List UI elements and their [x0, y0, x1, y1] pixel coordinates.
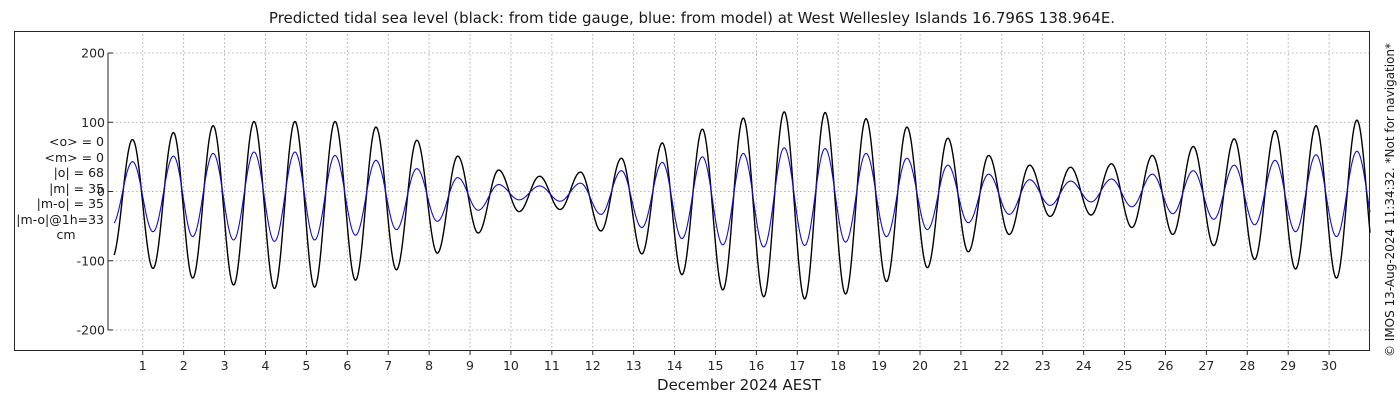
x-tick-label: 29 — [1280, 358, 1296, 373]
tide-gauge-series-line — [113, 111, 1371, 300]
x-tick-label: 7 — [384, 358, 392, 373]
x-tick-label: 14 — [667, 358, 683, 373]
x-axis-label: December 2024 AEST — [657, 376, 821, 394]
stat-abs-difference-1h: |m-o|@1h=33 — [16, 211, 104, 227]
x-tick-label: 19 — [871, 358, 887, 373]
y-tick-label: -100 — [77, 253, 105, 268]
x-tick-label: 26 — [1158, 358, 1174, 373]
y-tick-label: -200 — [77, 323, 105, 338]
stat-abs-difference: |m-o| = 35 — [36, 196, 104, 211]
x-tick-label: 5 — [302, 358, 310, 373]
x-tick-label: 8 — [425, 358, 433, 373]
stat-abs-observed: |o| = 68 — [53, 165, 104, 180]
stat-abs-model: |m| = 35 — [49, 180, 104, 196]
x-tick-label: 12 — [585, 358, 601, 373]
x-tick-label: 1 — [139, 358, 147, 373]
x-tick-label: 3 — [221, 358, 229, 373]
x-tick-label: 9 — [466, 358, 474, 373]
copyright-notice: © IMOS 13-Aug-2024 11:34:32. *Not for na… — [1383, 42, 1397, 358]
grid-lines — [108, 34, 1370, 349]
x-tick-label: 10 — [503, 358, 519, 373]
stat-mean-observed: <o> = 0 — [49, 134, 104, 149]
x-tick-label: 23 — [1035, 358, 1051, 373]
x-tick-label: 11 — [544, 358, 560, 373]
x-tick-label: 18 — [830, 358, 846, 373]
x-tick-label: 22 — [994, 358, 1010, 373]
x-tick-label: 20 — [912, 358, 928, 373]
x-tick-label: 21 — [953, 358, 969, 373]
x-tick-label: 13 — [626, 358, 642, 373]
y-tick-label: 0 — [97, 184, 105, 199]
x-tick-label: 25 — [1117, 358, 1133, 373]
x-tick-label: 30 — [1321, 358, 1337, 373]
x-tick-label: 2 — [180, 358, 188, 373]
x-tick-label: 4 — [262, 358, 270, 373]
statistics-panel: <o> = 0 <m> = 0 |o| = 68 |m| = 35 |m-o| … — [14, 134, 104, 243]
chart-title: Predicted tidal sea level (black: from t… — [268, 9, 1116, 27]
stat-mean-model: <m> = 0 — [44, 149, 105, 165]
plot-frame — [14, 31, 1370, 351]
x-tick-label: 28 — [1239, 358, 1255, 373]
y-tick-label: 200 — [81, 46, 105, 61]
series-lines — [113, 111, 1371, 300]
x-tick-label: 27 — [1198, 358, 1214, 373]
model-series-line — [113, 147, 1371, 248]
x-tick-label: 16 — [748, 358, 764, 373]
x-tick-label: 24 — [1076, 358, 1092, 373]
stat-unit: cm — [56, 227, 76, 242]
y-tick-label: 100 — [81, 115, 105, 130]
x-tick-label: 15 — [708, 358, 724, 373]
x-tick-label: 17 — [789, 358, 805, 373]
x-tick-label: 6 — [343, 358, 351, 373]
